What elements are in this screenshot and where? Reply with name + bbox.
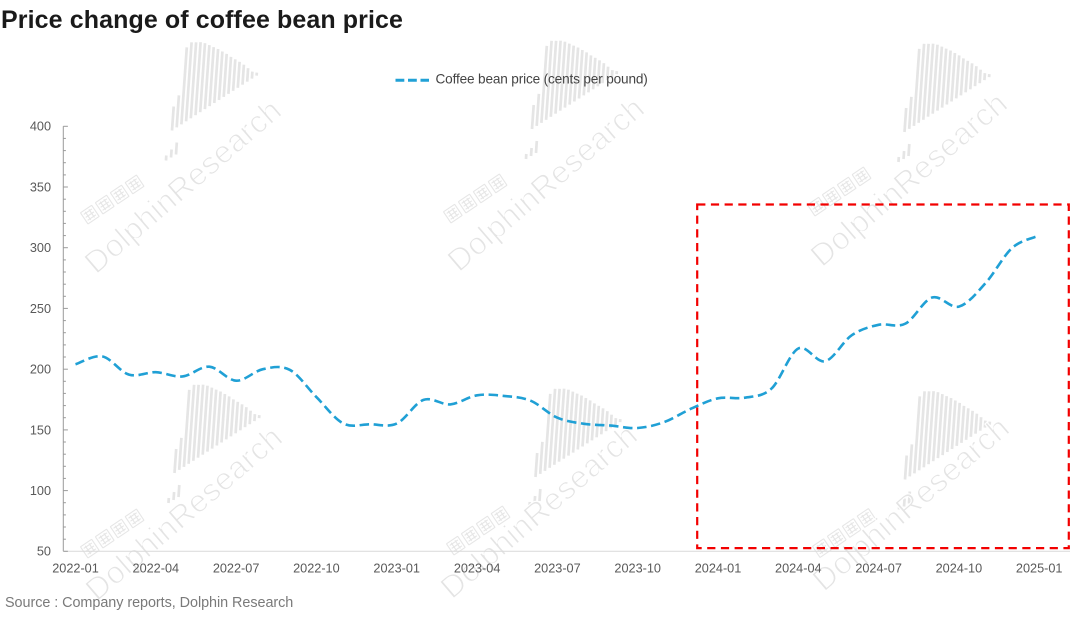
svg-text:2022-07: 2022-07	[213, 562, 260, 576]
svg-text:Coffee bean price (cents per p: Coffee bean price (cents per pound)	[436, 71, 648, 86]
svg-text:400: 400	[30, 120, 51, 134]
svg-text:2025-01: 2025-01	[1016, 562, 1063, 576]
svg-text:250: 250	[30, 302, 51, 316]
svg-text:200: 200	[30, 363, 51, 377]
svg-text:DolphinResearch: DolphinResearch	[433, 417, 644, 606]
svg-text:2022-04: 2022-04	[133, 562, 180, 576]
svg-text:Source : Company reports, Dolp: Source : Company reports, Dolphin Resear…	[5, 595, 293, 611]
svg-text:2024-07: 2024-07	[855, 562, 902, 576]
svg-text:100: 100	[30, 484, 51, 498]
svg-text:2023-10: 2023-10	[614, 562, 661, 576]
svg-text:2023-04: 2023-04	[454, 562, 501, 576]
svg-text:DolphinResearch: DolphinResearch	[78, 419, 289, 608]
svg-text:50: 50	[37, 545, 51, 559]
svg-text:2024-10: 2024-10	[936, 562, 983, 576]
svg-text:DolphinResearch: DolphinResearch	[805, 409, 1016, 598]
svg-text:2024-04: 2024-04	[775, 562, 822, 576]
svg-text:300: 300	[30, 241, 51, 255]
svg-text:2022-10: 2022-10	[293, 562, 340, 576]
svg-text:2023-07: 2023-07	[534, 562, 581, 576]
svg-text:2024-01: 2024-01	[695, 562, 742, 576]
svg-text:2022-01: 2022-01	[52, 562, 99, 576]
svg-text:350: 350	[30, 180, 51, 194]
svg-text:150: 150	[30, 423, 51, 437]
svg-text:DolphinResearch: DolphinResearch	[803, 85, 1014, 274]
svg-text:2023-01: 2023-01	[373, 562, 420, 576]
